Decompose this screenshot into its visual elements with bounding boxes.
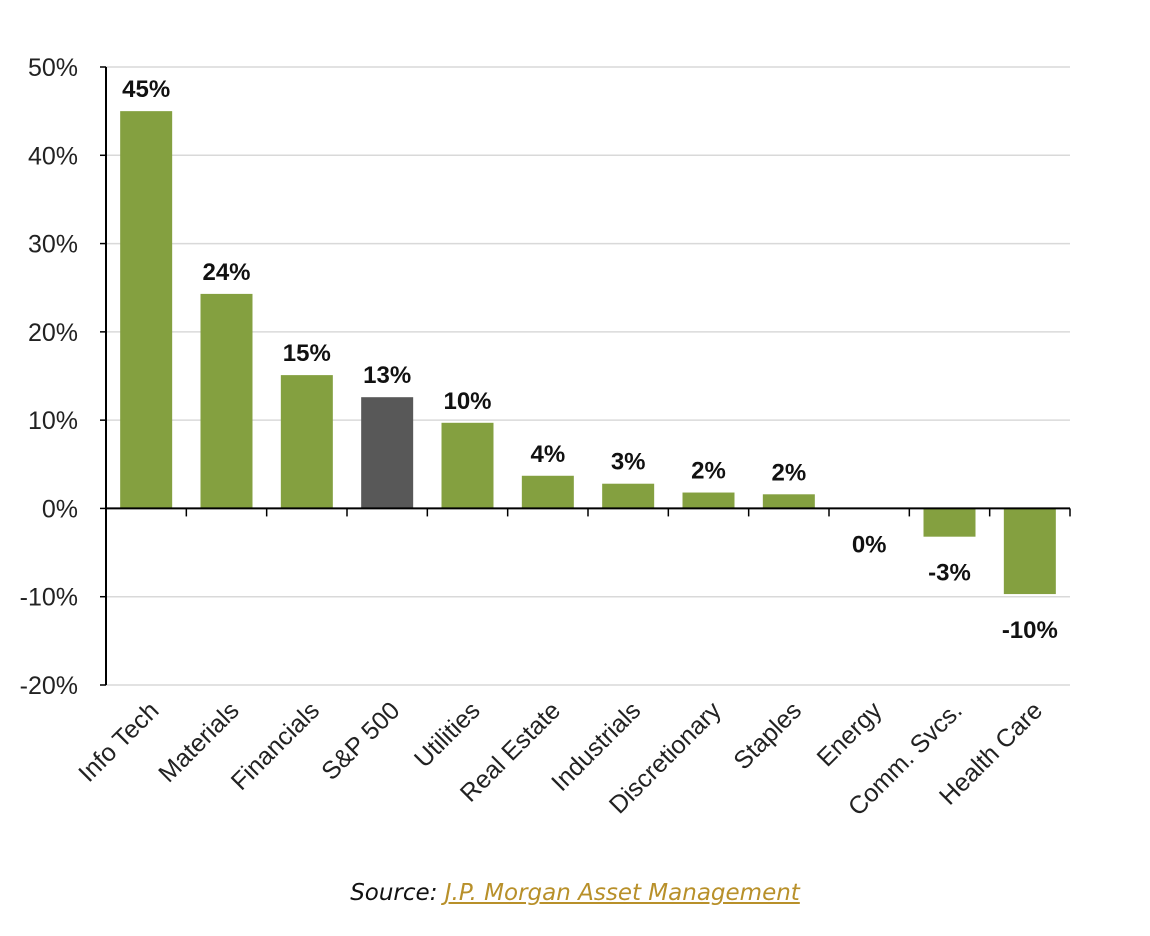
bar: [602, 483, 655, 509]
data-label: 24%: [202, 259, 250, 286]
data-label: 2%: [691, 458, 726, 485]
bar: [762, 494, 815, 509]
source-link[interactable]: J.P. Morgan Asset Management: [444, 880, 800, 906]
axes: [100, 66, 1071, 686]
y-tick-label: 0%: [42, 495, 78, 523]
source-prefix: Source:: [350, 880, 438, 906]
data-label: 10%: [443, 388, 491, 415]
y-tick-label: 20%: [28, 319, 78, 347]
data-label: 45%: [122, 76, 170, 103]
bar: [280, 375, 333, 509]
x-tick-label: Energy: [812, 696, 888, 772]
x-tick-label: S&P 500: [316, 696, 405, 785]
grid-lines: [106, 66, 1070, 686]
y-tick-label: 10%: [28, 407, 78, 435]
bar: [441, 422, 494, 509]
data-label: 4%: [530, 441, 565, 468]
x-tick-label: Financials: [226, 696, 325, 795]
y-tick-label: 50%: [28, 54, 78, 82]
bar: [682, 492, 735, 509]
data-label: 3%: [611, 449, 646, 476]
x-tick-label: Info Tech: [73, 696, 164, 787]
data-label: 15%: [283, 340, 331, 367]
bar: [521, 475, 574, 509]
bar: [361, 397, 414, 509]
bars: [120, 111, 1056, 595]
bar: [120, 111, 173, 509]
data-labels: 45% 24% 15% 13% 10% 4% 3% 2% 2% 0% -3% -10%: [122, 76, 1058, 644]
y-axis-tick-labels: 50% 40% 30% 20% 10% 0% -10% -20%: [20, 54, 78, 700]
x-tick-label: Utilities: [409, 696, 486, 773]
data-label: -10%: [1002, 617, 1058, 644]
y-tick-label: -10%: [20, 584, 78, 612]
bar: [923, 508, 976, 537]
data-label: 13%: [363, 362, 411, 389]
data-label: 0%: [852, 531, 887, 558]
source-note: Source: J.P. Morgan Asset Management: [0, 880, 1150, 906]
data-label: -3%: [928, 560, 971, 587]
y-tick-label: -20%: [20, 672, 78, 700]
y-tick-label: 30%: [28, 231, 78, 259]
y-tick-label: 40%: [28, 142, 78, 170]
x-tick-label: Staples: [728, 696, 807, 775]
sector-returns-chart: 50% 40% 30% 20% 10% 0% -10% -20% 45% 24% 15% 13% 10…: [20, 54, 1071, 821]
data-label: 2%: [771, 459, 806, 486]
bar: [200, 293, 253, 509]
bar: [1003, 508, 1056, 595]
